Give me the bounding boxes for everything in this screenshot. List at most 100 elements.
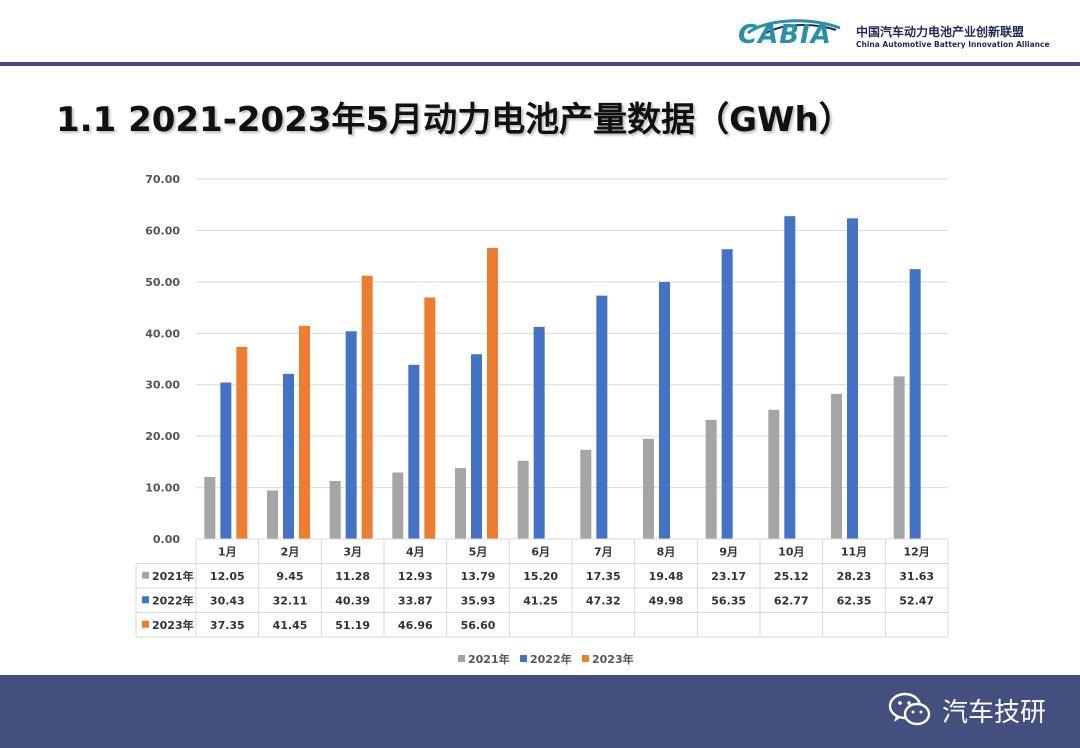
legend-key — [582, 655, 589, 662]
bar-2022年-7月 — [596, 295, 608, 539]
category-label: 4月 — [406, 545, 425, 558]
y-tick-label: 0.00 — [153, 533, 180, 546]
table-cell: 46.96 — [398, 619, 433, 632]
bar-2022年-1月 — [220, 382, 232, 539]
logo-text: CABIA — [738, 20, 832, 50]
table-cell: 28.23 — [837, 570, 872, 583]
category-label: 5月 — [469, 545, 488, 558]
table-series-label: 2022年 — [152, 593, 194, 607]
bar-2022年-2月 — [283, 373, 294, 539]
bar-2022年-11月 — [847, 218, 858, 539]
category-label: 8月 — [657, 545, 676, 558]
wechat-icon — [888, 692, 931, 726]
legend-key — [458, 655, 465, 662]
bar-2021年-5月 — [455, 468, 466, 539]
table-cell: 25.12 — [774, 570, 809, 583]
bar-2021年-7月 — [580, 449, 592, 539]
legend-label: 2021年 — [468, 652, 510, 666]
legend-label: 2022年 — [530, 652, 572, 666]
cabia-logo: CABIA 中国汽车动力电池产业创新联盟 China Automotive Ba… — [738, 18, 1050, 58]
chart-area: 0.00 10.00 20.00 30.00 40.00 50.00 60.00 70.00 1… — [0, 150, 1080, 670]
table-legend-key — [142, 571, 149, 579]
org-name-en: China Automotive Battery Innovation Alli… — [856, 40, 1050, 49]
table-series-label: 2023年 — [152, 618, 194, 632]
logo-swoosh-icon — [747, 19, 841, 34]
table-cell: 19.48 — [649, 570, 684, 583]
table-cell: 31.63 — [899, 570, 934, 583]
table-cell: 49.98 — [649, 594, 684, 607]
bar-2021年-6月 — [517, 460, 529, 539]
y-tick-label: 20.00 — [145, 430, 180, 443]
bar-2022年-10月 — [784, 216, 796, 539]
table-cell: 30.43 — [210, 594, 245, 607]
table-cell: 12.05 — [210, 570, 245, 583]
table-cell: 33.87 — [398, 594, 433, 607]
bar-2023年-5月 — [487, 247, 498, 539]
table-cell: 35.93 — [461, 594, 496, 607]
footer-brand: 汽车技研 — [888, 685, 1046, 735]
bar-2021年-3月 — [329, 480, 341, 539]
bar-2021年-1月 — [204, 477, 216, 539]
footer-brand-text: 汽车技研 — [941, 697, 1046, 728]
y-tick-label: 40.00 — [145, 327, 180, 340]
table-cell: 62.77 — [774, 594, 809, 607]
table-cell: 56.35 — [711, 594, 746, 607]
bar-2021年-4月 — [392, 472, 404, 539]
table-cell: 13.79 — [461, 570, 496, 583]
bar-2021年-11月 — [831, 393, 842, 539]
y-tick-label: 30.00 — [145, 379, 180, 392]
legend-label: 2023年 — [592, 652, 634, 666]
y-tick-label: 70.00 — [145, 173, 180, 186]
category-label: 12月 — [904, 545, 930, 558]
table-cell: 11.28 — [335, 570, 370, 583]
bar-2022年-8月 — [659, 281, 670, 539]
table-series-label: 2021年 — [152, 569, 194, 583]
bar-2022年-4月 — [408, 364, 420, 539]
table-cell: 32.11 — [273, 594, 308, 607]
bar-2022年-12月 — [909, 269, 921, 539]
table-cell: 15.20 — [523, 570, 558, 583]
bar-2022年-3月 — [345, 331, 357, 539]
bar-2022年-9月 — [721, 249, 733, 539]
bar-2023年-1月 — [236, 346, 248, 539]
bar-2023年-3月 — [361, 275, 373, 539]
legend-key — [520, 655, 527, 662]
category-label: 9月 — [719, 545, 738, 558]
table-cell: 9.45 — [276, 570, 303, 583]
category-label: 6月 — [531, 545, 550, 558]
table-cell: 52.47 — [899, 594, 934, 607]
table-cell: 41.45 — [273, 619, 308, 632]
header-rule — [0, 62, 1080, 66]
org-name-cn: 中国汽车动力电池产业创新联盟 — [856, 25, 1025, 39]
bar-2021年-9月 — [705, 419, 717, 539]
header-bar: CABIA 中国汽车动力电池产业创新联盟 China Automotive Ba… — [0, 0, 1080, 66]
table-cell: 62.35 — [837, 594, 872, 607]
y-tick-label: 50.00 — [145, 276, 180, 289]
page-title: 1.1 2021-2023年5月动力电池产量数据（GWh） — [56, 100, 853, 140]
table-cell: 37.35 — [210, 619, 245, 632]
table-cell: 47.32 — [586, 594, 621, 607]
footer-bar: 汽车技研 — [0, 675, 1080, 748]
category-label: 10月 — [778, 545, 804, 558]
y-tick-label: 10.00 — [145, 482, 180, 495]
table-cell: 12.93 — [398, 570, 433, 583]
table-cell: 17.35 — [586, 570, 621, 583]
bar-chart: 0.00 10.00 20.00 30.00 40.00 50.00 60.00 70.00 1… — [135, 173, 949, 666]
category-label: 7月 — [594, 545, 613, 558]
table-cell: 40.39 — [335, 594, 370, 607]
bar-2021年-12月 — [893, 376, 905, 539]
bar-2022年-6月 — [533, 326, 545, 539]
table-legend-key — [142, 620, 149, 628]
y-tick-label: 60.00 — [145, 224, 180, 237]
bar-2021年-8月 — [643, 438, 654, 539]
category-label: 3月 — [343, 545, 362, 558]
table-cell: 51.19 — [335, 619, 370, 632]
bar-2023年-2月 — [299, 325, 310, 539]
bar-2022年-5月 — [471, 354, 482, 539]
bar-2021年-10月 — [768, 409, 780, 539]
table-cell: 23.17 — [711, 570, 746, 583]
category-label: 2月 — [281, 545, 300, 558]
table-cell: 56.60 — [461, 619, 496, 632]
category-label: 1月 — [218, 545, 237, 558]
table-legend-key — [142, 596, 149, 604]
